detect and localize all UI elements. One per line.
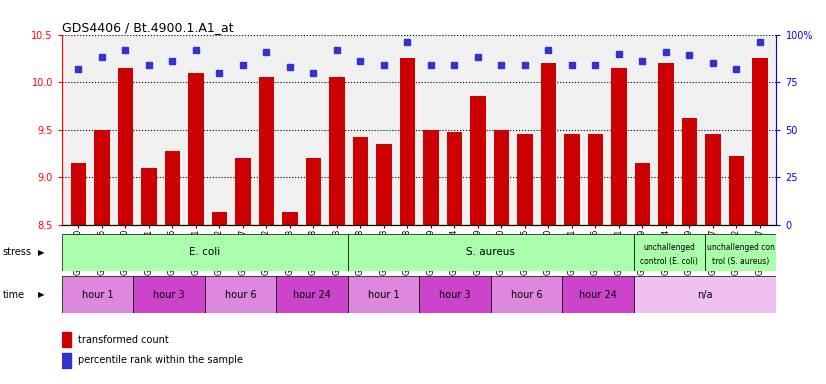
Text: hour 6: hour 6: [225, 290, 256, 300]
Text: stress: stress: [2, 247, 31, 258]
Bar: [353, 137, 368, 225]
Bar: [635, 163, 650, 225]
Bar: [564, 134, 580, 225]
Text: n/a: n/a: [697, 290, 713, 300]
Bar: [377, 144, 392, 225]
Bar: [62, 353, 71, 368]
Bar: [681, 118, 697, 225]
Bar: [164, 151, 180, 225]
Bar: [71, 163, 86, 225]
Bar: [62, 276, 133, 313]
Bar: [611, 68, 627, 225]
Bar: [517, 134, 533, 225]
Bar: [562, 276, 634, 313]
Text: hour 3: hour 3: [154, 290, 185, 300]
Bar: [658, 63, 674, 225]
Text: hour 1: hour 1: [368, 290, 399, 300]
Bar: [634, 234, 705, 271]
Bar: [423, 130, 439, 225]
Text: ▶: ▶: [38, 290, 45, 299]
Bar: [348, 234, 634, 271]
Text: hour 1: hour 1: [82, 290, 113, 300]
Bar: [141, 168, 157, 225]
Text: hour 24: hour 24: [579, 290, 617, 300]
Bar: [211, 212, 227, 225]
Bar: [330, 77, 344, 225]
Bar: [494, 130, 509, 225]
Bar: [188, 73, 203, 225]
Bar: [541, 63, 556, 225]
Text: E. coli: E. coli: [189, 247, 221, 258]
Text: unchallenged con: unchallenged con: [707, 243, 775, 252]
Bar: [348, 276, 419, 313]
Text: trol (S. aureus): trol (S. aureus): [712, 257, 769, 266]
Bar: [282, 212, 297, 225]
Text: unchallenged: unchallenged: [643, 243, 695, 252]
Bar: [205, 276, 276, 313]
Bar: [419, 276, 491, 313]
Text: S. aureus: S. aureus: [466, 247, 515, 258]
Bar: [705, 234, 776, 271]
Text: transformed count: transformed count: [78, 335, 169, 345]
Bar: [62, 333, 71, 347]
Bar: [94, 130, 110, 225]
Text: GDS4406 / Bt.4900.1.A1_at: GDS4406 / Bt.4900.1.A1_at: [62, 21, 234, 34]
Bar: [588, 134, 603, 225]
Text: hour 3: hour 3: [439, 290, 471, 300]
Bar: [729, 156, 744, 225]
Text: control (E. coli): control (E. coli): [640, 257, 698, 266]
Bar: [62, 234, 348, 271]
Bar: [752, 58, 767, 225]
Bar: [447, 131, 462, 225]
Bar: [133, 276, 205, 313]
Bar: [470, 96, 486, 225]
Bar: [235, 158, 250, 225]
Bar: [276, 276, 348, 313]
Bar: [705, 134, 720, 225]
Bar: [491, 276, 562, 313]
Text: percentile rank within the sample: percentile rank within the sample: [78, 356, 243, 366]
Bar: [634, 276, 776, 313]
Bar: [118, 68, 133, 225]
Bar: [259, 77, 274, 225]
Text: time: time: [2, 290, 25, 300]
Text: hour 6: hour 6: [510, 290, 542, 300]
Text: ▶: ▶: [38, 248, 45, 257]
Bar: [306, 158, 321, 225]
Text: hour 24: hour 24: [293, 290, 331, 300]
Bar: [400, 58, 415, 225]
